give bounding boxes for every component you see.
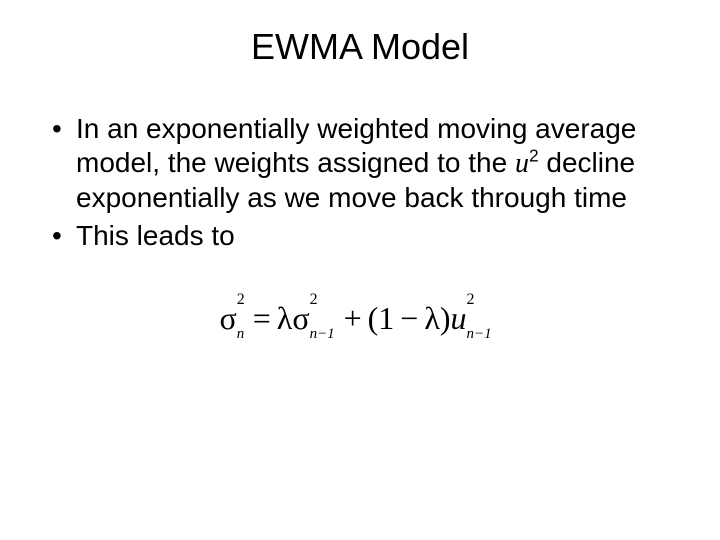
sigma-symbol: σ <box>292 300 309 336</box>
bullet-item-1: In an exponentially weighted moving aver… <box>48 112 672 215</box>
equals-sign: = <box>253 302 271 334</box>
formula: σ 2 n = λ σ 2 n−1 + (1 − <box>220 302 501 334</box>
slide: EWMA Model In an exponentially weighted … <box>0 0 720 540</box>
plus-sign: + <box>344 302 362 334</box>
right-paren: ) <box>440 302 451 334</box>
bullet-item-2: This leads to <box>48 219 672 253</box>
minus-sign: − <box>400 302 418 334</box>
bullet1-var-u: u <box>515 148 529 179</box>
bullet-list: In an exponentially weighted moving aver… <box>48 112 672 254</box>
sigma-symbol: σ <box>220 300 237 336</box>
sub-n: n <box>237 327 245 342</box>
formula-block: σ 2 n = λ σ 2 n−1 + (1 − <box>48 302 672 337</box>
bullet2-text: This leads to <box>76 220 235 251</box>
lambda-symbol: λ <box>424 302 440 334</box>
sigma-n-squared: σ 2 n <box>220 302 237 334</box>
slide-title: EWMA Model <box>48 26 672 68</box>
sigma-nm1-squared: σ 2 n−1 <box>292 302 309 334</box>
sub-n-minus-1: n−1 <box>310 327 335 342</box>
bullet1-sup-2: 2 <box>529 146 539 166</box>
u-nm1-squared: u 2 n−1 <box>450 302 466 334</box>
one: 1 <box>378 302 394 334</box>
sub-n-minus-1: n−1 <box>466 327 491 342</box>
u-symbol: u <box>450 300 466 336</box>
slide-body: In an exponentially weighted moving aver… <box>48 112 672 337</box>
sup-2: 2 <box>237 292 245 308</box>
lambda-symbol: λ <box>277 302 293 334</box>
sup-2: 2 <box>466 292 474 308</box>
sup-2: 2 <box>310 292 318 308</box>
left-paren: ( <box>368 302 379 334</box>
